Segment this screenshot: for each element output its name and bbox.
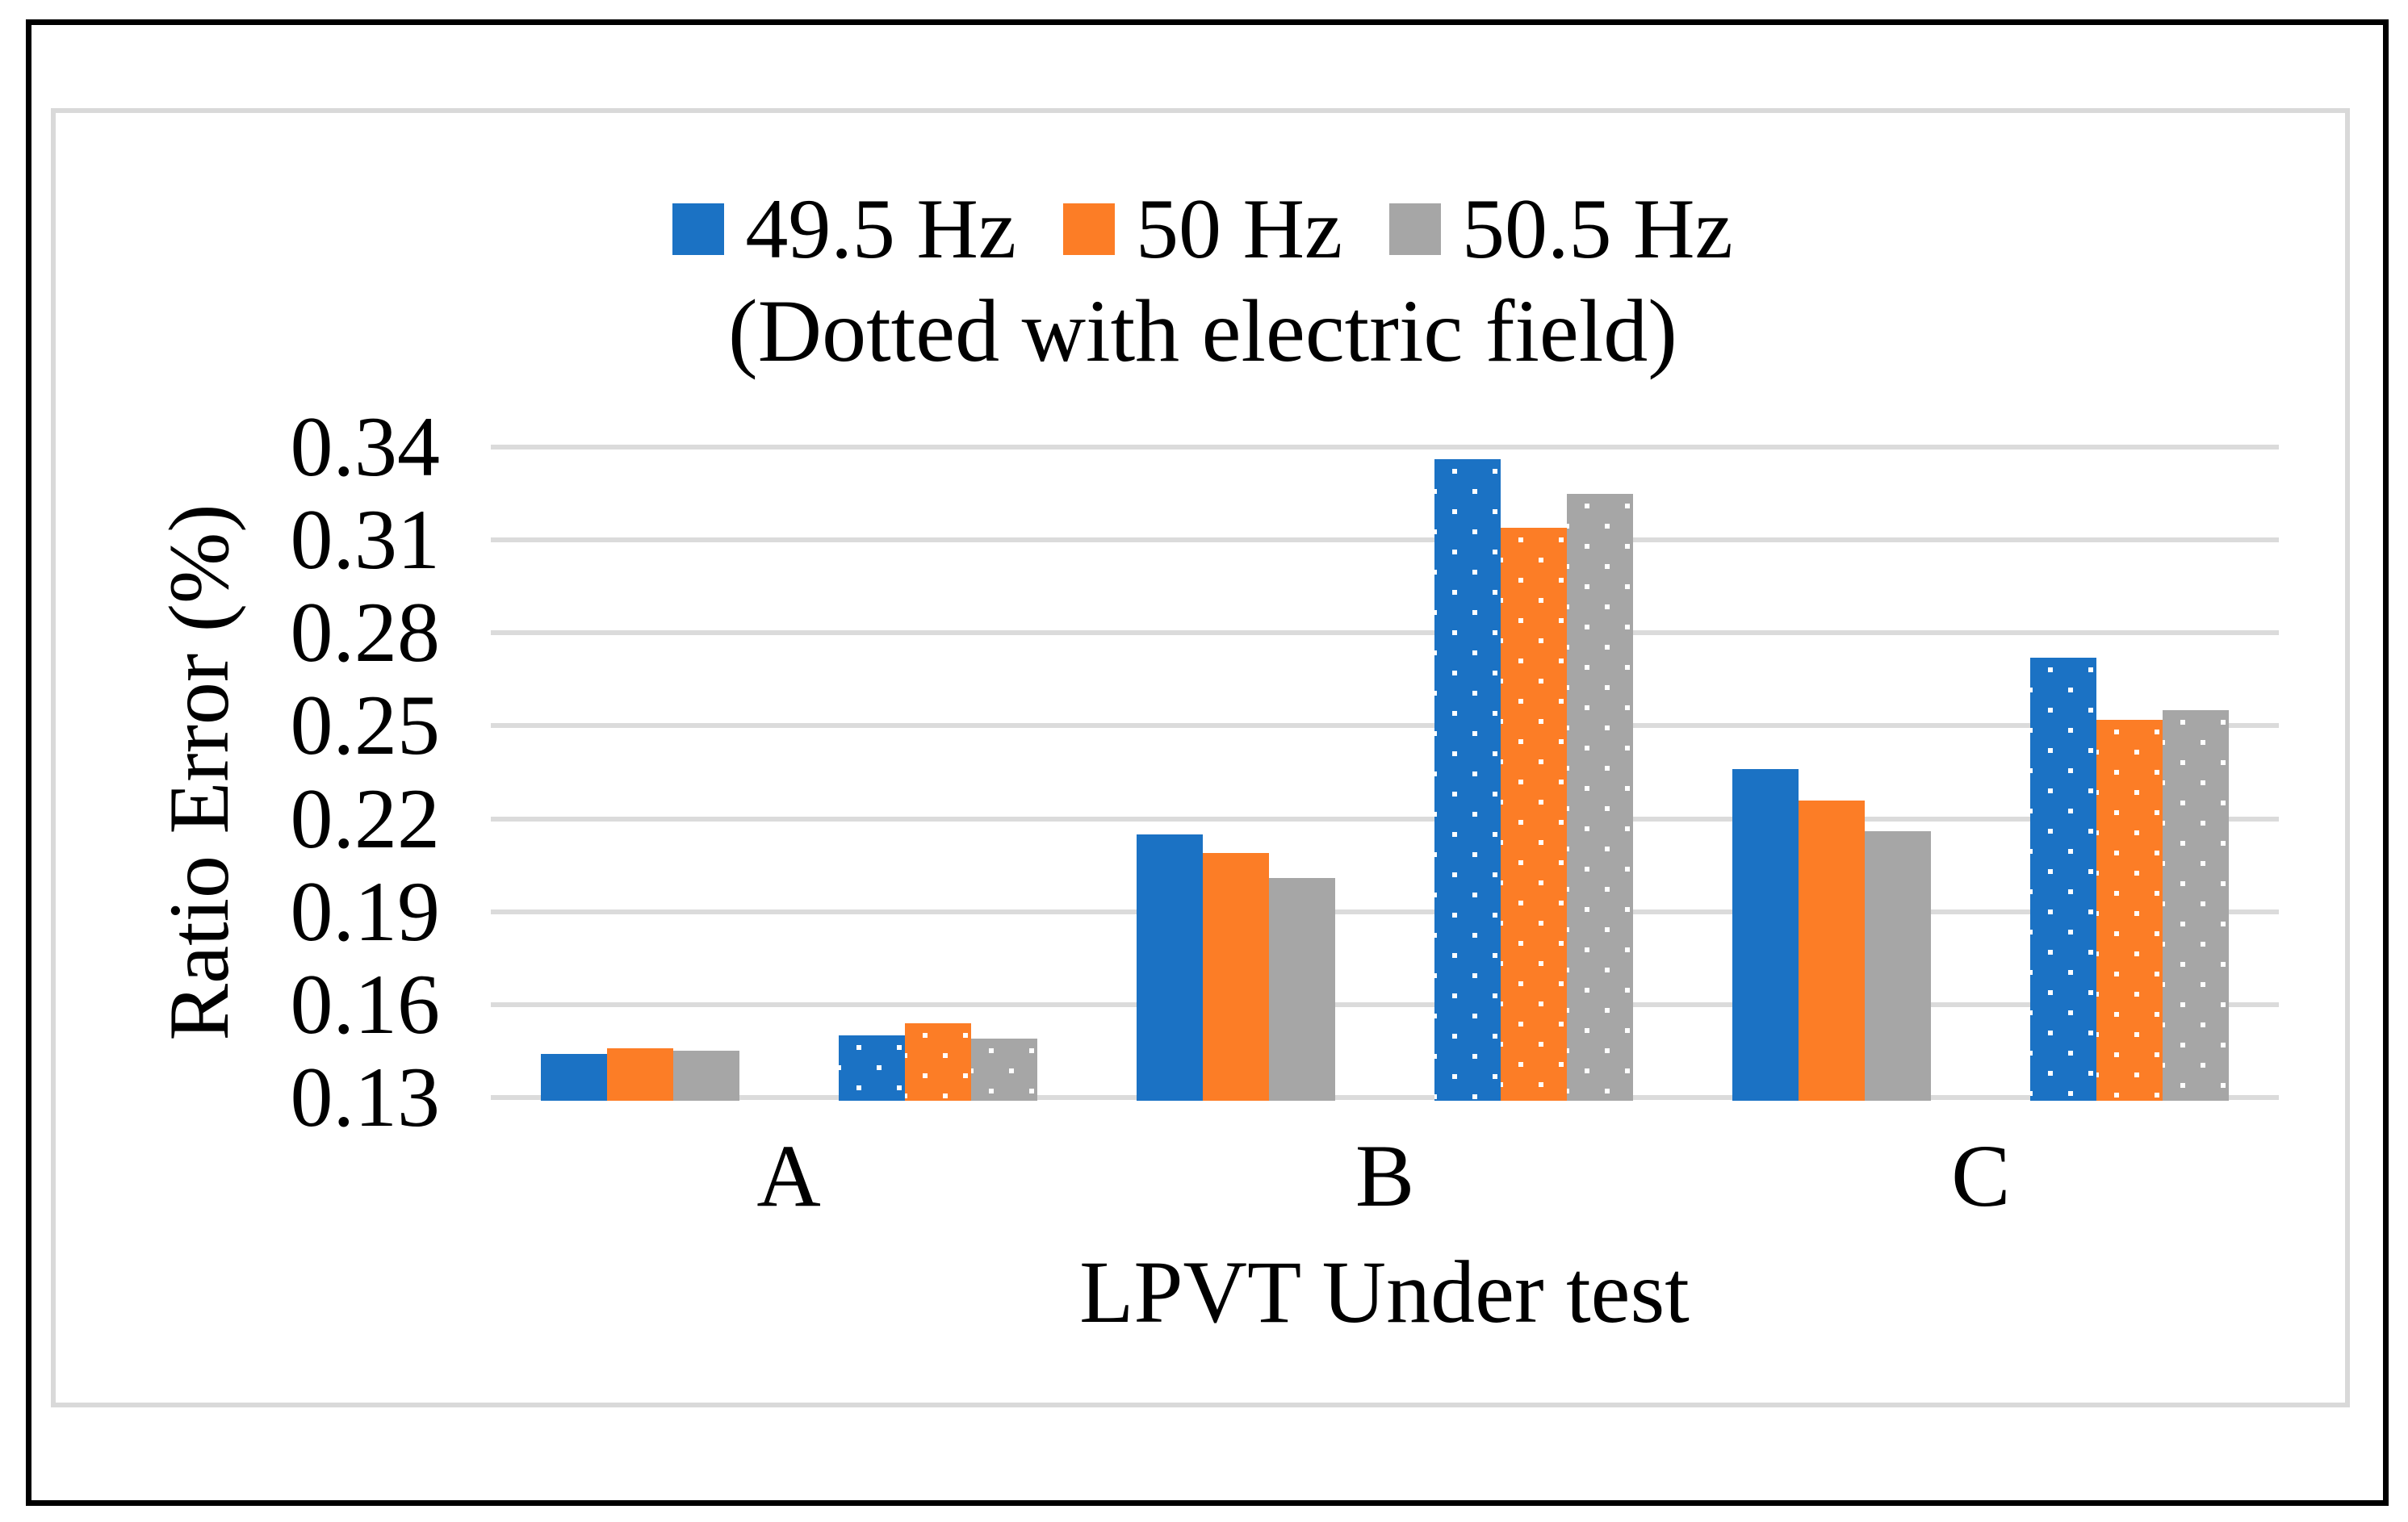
gridline [491, 1001, 2279, 1007]
gridline [491, 537, 2279, 543]
x-axis-category-label: B [1355, 1127, 1415, 1225]
bar-C-49.5Hz-dotted [2030, 658, 2097, 1101]
legend-label: 50 Hz [1135, 182, 1343, 276]
y-axis-tick-label: 0.13 [290, 1050, 441, 1144]
y-axis-tick-label: 0.25 [290, 678, 441, 773]
y-axis-tick-labels: 0.13 0.16 0.19 0.22 0.25 0.28 0.31 0.34 [0, 0, 441, 1522]
bar-C-49.5Hz-solid [1732, 769, 1799, 1101]
bar-B-50Hz-dotted [1501, 527, 1568, 1101]
y-axis-tick-label: 0.19 [290, 863, 441, 959]
y-axis-tick-label: 0.22 [290, 771, 441, 866]
gridline [491, 816, 2279, 822]
gridline [491, 909, 2279, 914]
x-axis-category-label: A [756, 1127, 821, 1225]
bar-B-49.5Hz-solid [1136, 834, 1203, 1101]
bar-C-50.5Hz-dotted [2163, 710, 2230, 1101]
bar-A-50Hz-solid [606, 1047, 673, 1101]
plot-area [491, 445, 2279, 1101]
gridline [491, 723, 2279, 729]
chart-frame [51, 108, 2350, 1407]
bar-A-49.5Hz-dotted [838, 1035, 905, 1101]
legend-note: (Dotted with electric field) [728, 282, 1677, 381]
legend-label: 49.5 Hz [745, 182, 1016, 276]
legend-row: 49.5 Hz 50 Hz 50.5 Hz [51, 184, 2355, 274]
y-axis-tick-label: 0.16 [290, 956, 441, 1052]
bar-A-50.5Hz-solid [672, 1051, 739, 1101]
legend-item: 49.5 Hz [672, 184, 1016, 274]
bar-A-50.5Hz-dotted [970, 1039, 1037, 1101]
legend-item: 50 Hz [1062, 182, 1343, 276]
bar-C-50Hz-solid [1799, 800, 1866, 1101]
legend-swatch-icon [1062, 203, 1115, 255]
x-axis-title: LPVT Under test [1079, 1243, 1690, 1341]
legend: 49.5 Hz 50 Hz 50.5 Hz (Dotted with electri… [51, 184, 2355, 383]
gridline [491, 445, 2279, 449]
y-axis-tick-label: 0.34 [290, 399, 441, 494]
figure-outer-border [26, 19, 2389, 1506]
gridline [491, 1095, 2279, 1100]
gridline [491, 630, 2279, 636]
bar-B-50Hz-solid [1202, 852, 1269, 1101]
y-axis-tick-label: 0.28 [290, 585, 441, 680]
legend-label: 50.5 Hz [1462, 182, 1733, 276]
bar-A-49.5Hz-solid [540, 1054, 607, 1101]
bar-A-50Hz-dotted [904, 1022, 971, 1101]
bar-B-50.5Hz-solid [1268, 877, 1335, 1101]
bar-B-50.5Hz-dotted [1567, 493, 1634, 1101]
y-axis-tick-label: 0.31 [290, 492, 441, 587]
legend-swatch-icon [672, 203, 725, 255]
legend-item: 50.5 Hz [1389, 184, 1733, 274]
bar-C-50Hz-dotted [2096, 719, 2163, 1101]
legend-swatch-icon [1389, 203, 1442, 255]
bar-B-49.5Hz-dotted [1434, 459, 1501, 1101]
x-axis-category-label: C [1951, 1127, 2011, 1225]
bar-C-50.5Hz-solid [1865, 830, 1932, 1101]
